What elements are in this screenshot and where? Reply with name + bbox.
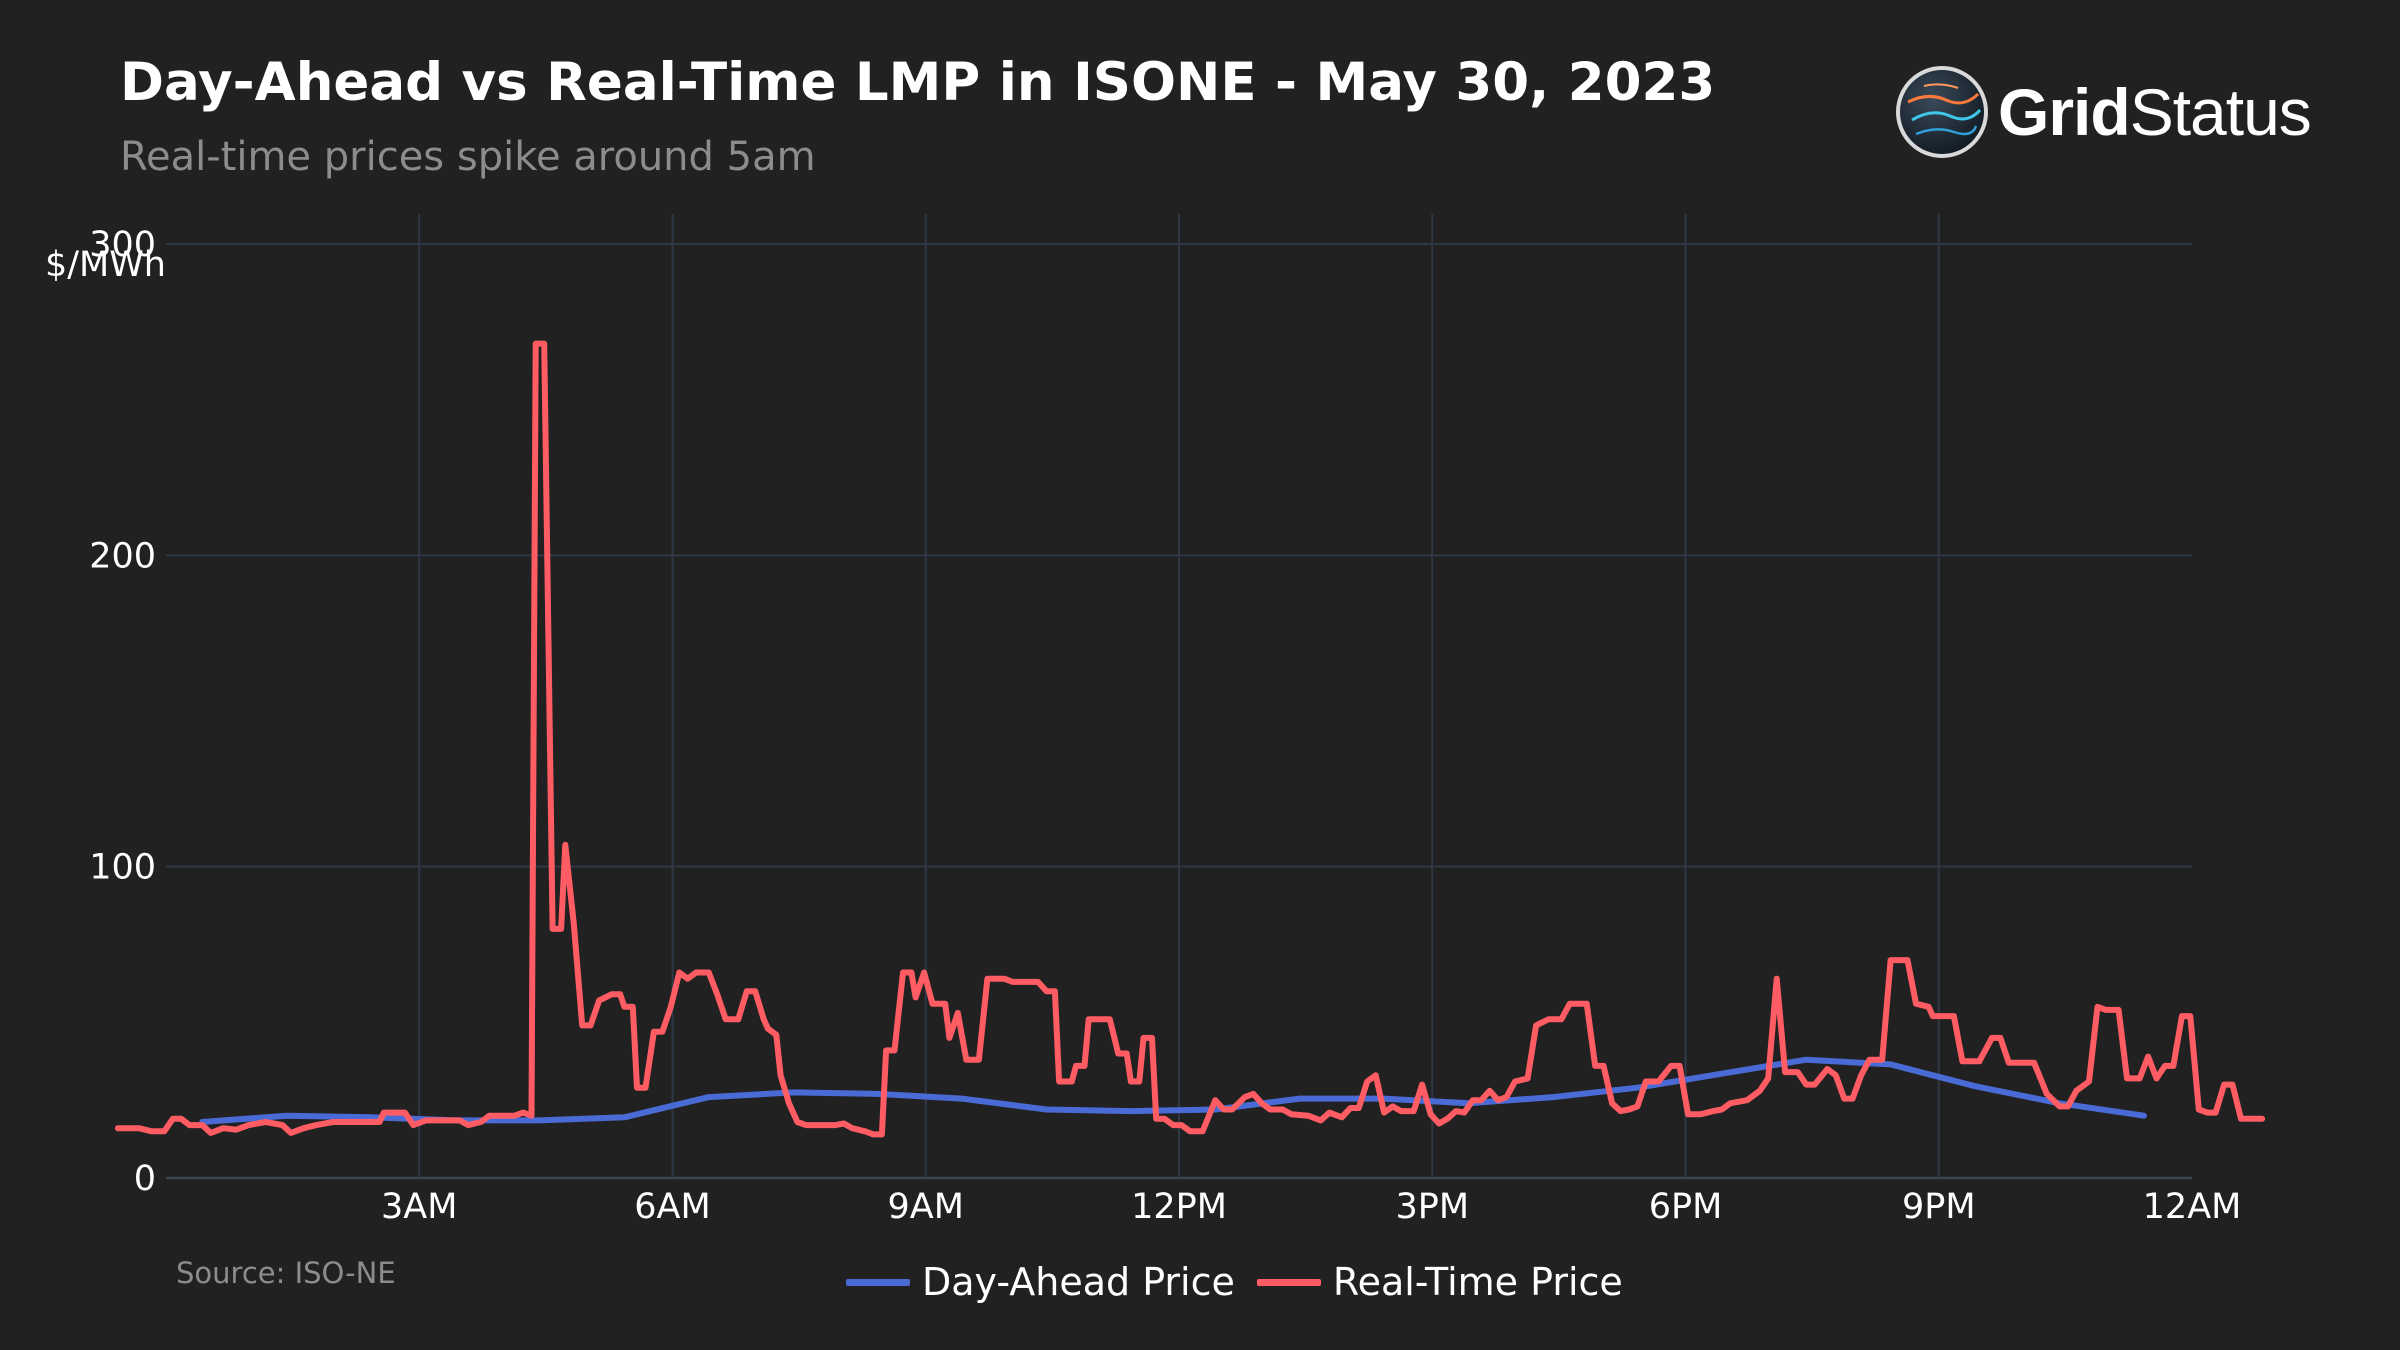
series-line-day-ahead [199,1056,2147,1125]
x-tick-label: 6AM [634,1187,710,1227]
y-tick-label: 300 [89,225,156,265]
gridstatus-globe-icon [1896,66,1988,158]
legend-item-real-time[interactable]: Real-Time Price [1256,1260,1623,1304]
x-tick-label: 9PM [1902,1187,1976,1227]
legend-swatch-day-ahead [846,1278,910,1286]
chart-series [114,340,2266,1138]
chart-gridlines [166,214,2192,1180]
x-tick-label: 12AM [2143,1187,2242,1227]
chart-subtitle: Real-time prices spike around 5am [120,134,816,180]
logo-word-grid: Grid [1998,75,2131,149]
y-axis-unit-label: $/MWh [45,245,166,285]
y-tick-label: 100 [89,848,156,888]
legend-label-day-ahead: Day-Ahead Price [922,1260,1235,1304]
chart-legend: Day-Ahead Price Real-Time Price [846,1260,1623,1304]
x-tick-label: 12PM [1131,1187,1227,1227]
x-tick-label: 3AM [381,1187,457,1227]
source-note: Source: ISO-NE [176,1256,396,1290]
y-tick-label: 0 [134,1159,156,1199]
series-line-real-time [114,340,2266,1138]
chart-title: Day-Ahead vs Real-Time LMP in ISONE - Ma… [120,52,1716,113]
y-tick-label: 200 [89,536,156,576]
x-axis-ticks: 3AM 6AM 9AM 12PM 3PM 6PM 9PM 12AM [381,1187,2241,1227]
legend-swatch-real-time [1256,1278,1321,1286]
x-tick-label: 3PM [1395,1187,1469,1227]
gridstatus-wordmark: GridStatus [1998,74,2312,150]
x-tick-label: 6PM [1649,1187,1723,1227]
legend-label-real-time: Real-Time Price [1332,1260,1623,1304]
x-tick-label: 9AM [888,1187,964,1227]
legend-item-day-ahead[interactable]: Day-Ahead Price [846,1260,1235,1304]
gridstatus-logo: GridStatus [1894,64,2312,160]
logo-word-status: Status [2129,75,2312,149]
y-axis-ticks: 0 100 200 300 [89,225,156,1199]
